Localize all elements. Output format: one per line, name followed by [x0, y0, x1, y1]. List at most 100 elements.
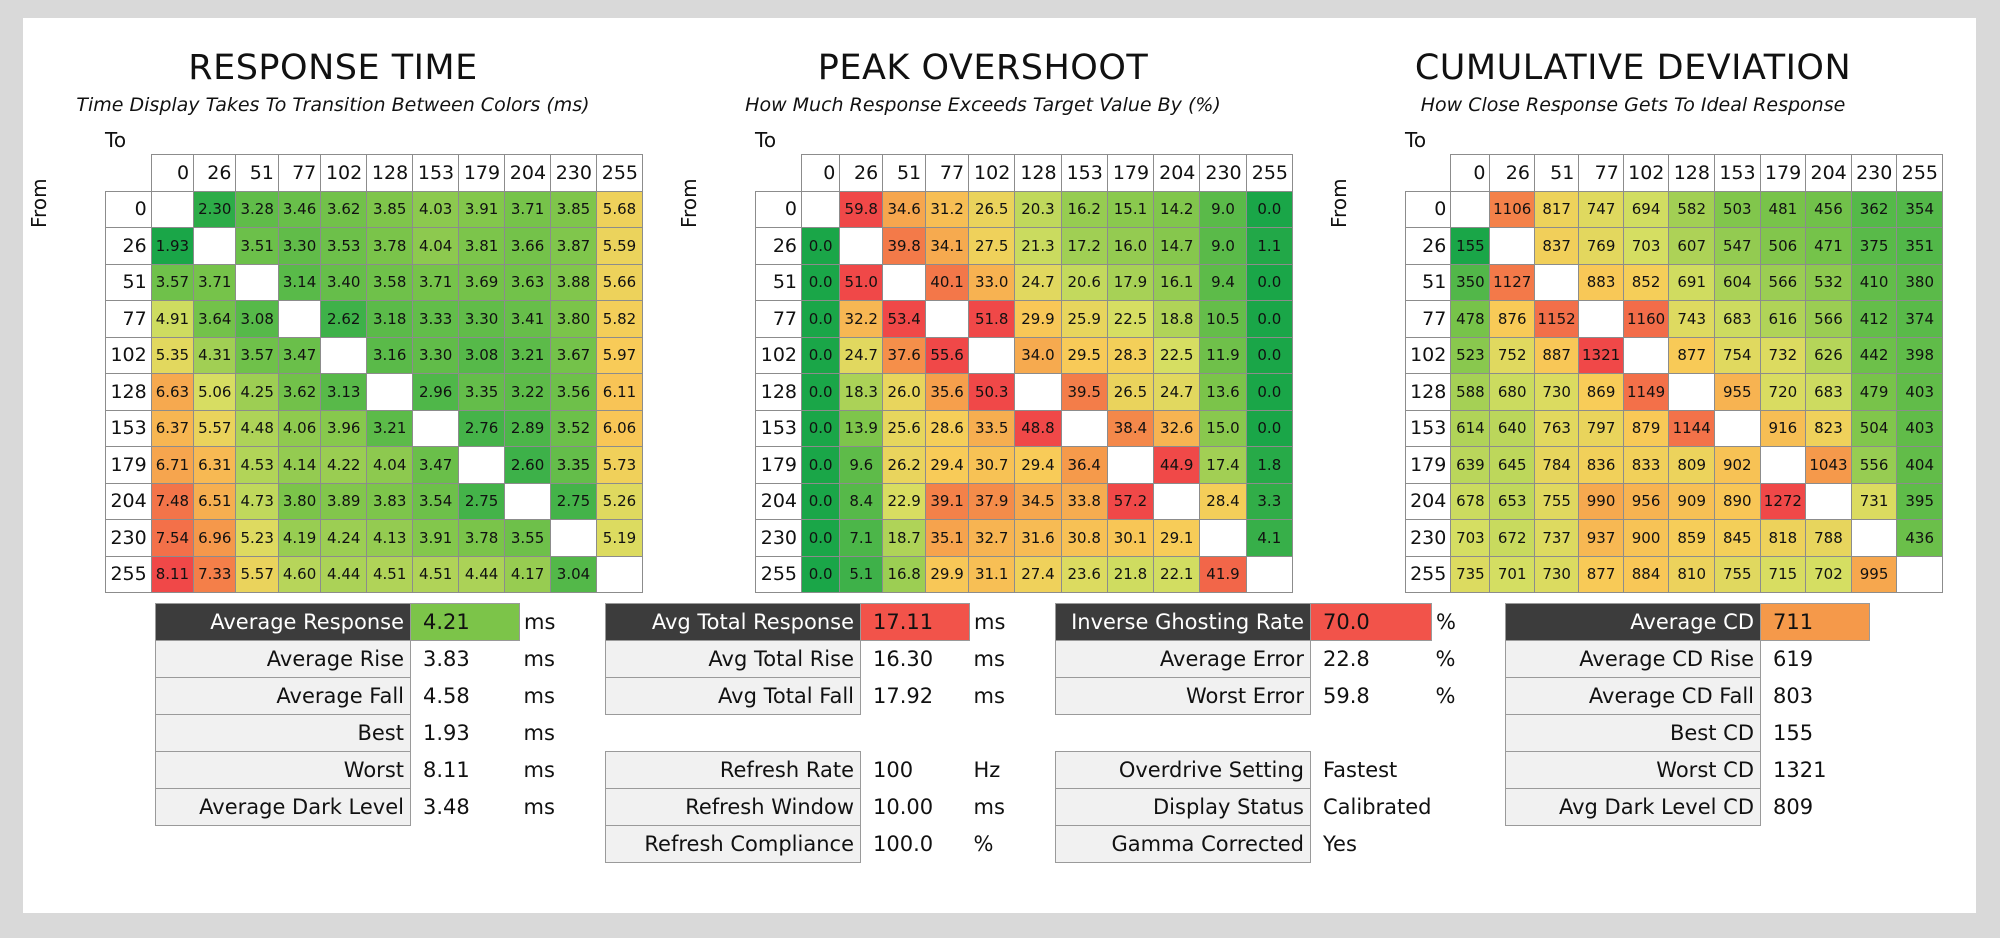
stat-value: 17.92	[873, 684, 934, 708]
heatmap-cell: 8.11	[150, 555, 195, 593]
stat-unit: ms	[523, 795, 555, 819]
heatmap-cell: 5.66	[595, 263, 644, 301]
heatmap-cell	[504, 482, 552, 520]
heatmap-cell: 1144	[1668, 409, 1715, 447]
column-header: 179	[458, 154, 506, 192]
column-header: 255	[1896, 154, 1943, 192]
heatmap-cell	[595, 555, 644, 593]
heatmap-cell	[1245, 555, 1294, 593]
heatmap-cell: 25.6	[882, 409, 927, 447]
heatmap-row: 0 2.30 3.28 3.46 3.62 3.85 4.03 3.91 3.71 3.85 5.6…	[105, 190, 644, 228]
heatmap-cell	[412, 409, 460, 447]
row-header: 51	[105, 263, 152, 301]
column-header: 128	[1668, 154, 1715, 192]
heatmap-cell: 4.22	[320, 446, 368, 484]
heatmap-cell: 39.1	[925, 482, 970, 520]
heatmap-cell: 51.8	[968, 300, 1016, 338]
heatmap-cell: 5.57	[193, 409, 237, 447]
heatmap-cell: 3.78	[366, 227, 414, 265]
heatmap-cell: 27.5	[968, 227, 1016, 265]
chart-subtitle: How Much Response Exceeds Target Value B…	[745, 94, 1221, 116]
heatmap-cell: 909	[1668, 482, 1715, 520]
heatmap-cell: 1321	[1578, 336, 1624, 374]
heatmap-cell: 351	[1896, 227, 1943, 265]
heatmap-cell: 354	[1896, 190, 1943, 228]
heatmap-cell: 32.2	[839, 300, 884, 338]
column-header: 26	[1489, 154, 1535, 192]
heatmap-cell: 810	[1668, 555, 1715, 593]
heatmap-cell: 29.1	[1153, 519, 1201, 557]
heatmap-cell: 11.9	[1199, 336, 1247, 374]
heatmap-cell: 5.06	[193, 373, 237, 411]
stat-unit	[1870, 715, 1925, 752]
heatmap-cell: 398	[1896, 336, 1943, 374]
row-header: 0	[1404, 190, 1452, 228]
stat-unit	[1432, 789, 1487, 826]
stat-label: Average CD Fall	[1505, 677, 1761, 715]
stat-label: Avg Total Response	[605, 603, 861, 641]
heatmap-cell	[1106, 446, 1155, 484]
heatmap-corner	[106, 155, 152, 192]
heatmap-cell: 375	[1850, 227, 1898, 265]
heatmap-cell: 20.6	[1060, 263, 1108, 301]
heatmap-cell: 3.69	[458, 263, 506, 301]
heatmap-cell: 40.1	[925, 263, 970, 301]
heatmap-cell: 4.31	[193, 336, 237, 374]
heatmap-cell: 51.0	[839, 263, 884, 301]
heatmap-cell: 3.40	[320, 263, 368, 301]
heatmap-cell: 506	[1759, 227, 1807, 265]
heatmap-cell: 0.0	[800, 409, 841, 447]
heatmap-cell: 3.04	[550, 555, 597, 593]
heatmap-cell: 937	[1578, 519, 1624, 557]
heatmap-cell: 3.08	[235, 300, 279, 338]
heatmap-cell: 626	[1805, 336, 1852, 374]
stat-label: Inverse Ghosting Rate	[1055, 603, 1311, 641]
heatmap-cell: 0.0	[800, 336, 841, 374]
column-header: 153	[412, 154, 460, 192]
stat-unit	[1870, 789, 1925, 826]
heatmap-cell	[366, 373, 414, 411]
row-header: 230	[105, 519, 152, 557]
heatmap-cell: 0.0	[800, 300, 841, 338]
column-header: 179	[1106, 154, 1155, 192]
column-header: 102	[1622, 154, 1670, 192]
heatmap-row: 204 7.48 6.51 4.73 3.80 3.89 3.83 3.54 2.75 2.75 5…	[105, 482, 644, 520]
heatmap-cell: 3.41	[504, 300, 552, 338]
heatmap-cell: 39.5	[1060, 373, 1108, 411]
heatmap-cell: 3.21	[504, 336, 552, 374]
heatmap-cell: 29.4	[925, 446, 970, 484]
heatmap-row: 26 0.0 39.8 34.1 27.5 21.3 17.2 16.0 14.7 9.0 1.1	[755, 227, 1294, 265]
heatmap-cell	[1060, 409, 1108, 447]
spacer	[606, 715, 1025, 752]
stat-unit	[1432, 752, 1487, 789]
heatmap-row: 128 6.63 5.06 4.25 3.62 3.13 2.96 3.35 3.22 3.56 6…	[105, 373, 644, 411]
heatmap-cell: 4.13	[366, 519, 414, 557]
stat-value: 100	[873, 758, 914, 782]
stat-row: Best CD 155	[1505, 714, 1925, 752]
heatmap-cell: 4.06	[277, 409, 322, 447]
heatmap-cell: 479	[1850, 373, 1898, 411]
heatmap-cell	[839, 227, 884, 265]
heatmap-row: 153 614 640 763 797 879 1144 916 823 504 403	[1404, 409, 1943, 447]
column-header: 255	[1245, 154, 1294, 192]
heatmap-cell	[925, 300, 970, 338]
heatmap-cell: 4.14	[277, 446, 322, 484]
heatmap-cell: 155	[1450, 227, 1491, 265]
heatmap-cell: 22.1	[1153, 555, 1201, 593]
heatmap-row: 153 0.0 13.9 25.6 28.6 33.5 48.8 38.4 32.6 15.0 0.…	[755, 409, 1294, 447]
row-header: 204	[105, 482, 152, 520]
cd-stats-table: Average CD 711 Average CD Rise 619 Average C…	[1505, 603, 1925, 826]
heatmap-cell: 48.8	[1014, 409, 1062, 447]
heatmap-cell: 588	[1450, 373, 1491, 411]
row-header: 128	[1404, 373, 1452, 411]
heatmap-cell: 471	[1805, 227, 1852, 265]
stat-label: Worst CD	[1505, 751, 1761, 789]
heatmap-cell: 26.0	[882, 373, 927, 411]
x-axis-label: To	[1405, 128, 1427, 152]
stat-value: 22.8	[1323, 647, 1370, 672]
heatmap-cell: 884	[1622, 555, 1670, 593]
heatmap-row: 0 59.8 34.6 31.2 26.5 20.3 16.2 15.1 14.2 9.0 0.0	[755, 190, 1294, 228]
heatmap-cell: 3.57	[150, 263, 195, 301]
heatmap-cell: 702	[1805, 555, 1852, 593]
stat-unit	[1432, 826, 1487, 863]
